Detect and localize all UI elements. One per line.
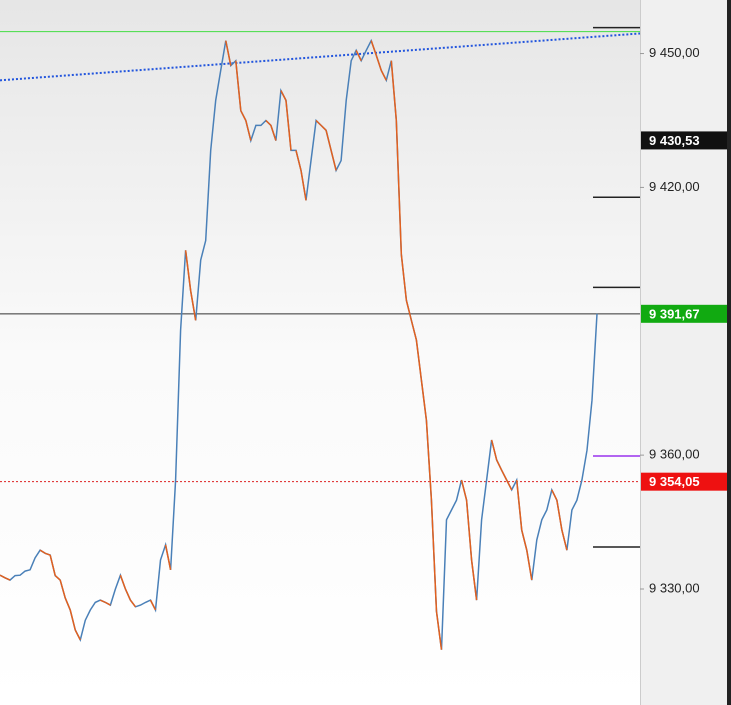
y-tick-label: 9 420,00 (649, 179, 700, 194)
scrollbar[interactable] (727, 0, 731, 705)
down-segment (104, 601, 111, 606)
down-segment (184, 250, 192, 291)
down-segment (395, 120, 403, 255)
down-segment (526, 550, 533, 581)
down-segment (390, 60, 398, 121)
down-segment (460, 479, 468, 501)
down-segment (410, 320, 418, 341)
down-segment (315, 119, 322, 126)
price-tag (641, 131, 727, 150)
down-segment (405, 300, 413, 321)
price-tag (641, 472, 727, 491)
down-segment (189, 290, 197, 321)
down-segment (430, 500, 438, 612)
down-segment (74, 629, 81, 641)
down-segment (225, 40, 232, 66)
down-segment (325, 130, 332, 151)
down-segment (415, 339, 423, 381)
down-segment (245, 120, 252, 141)
down-segment (320, 124, 327, 131)
down-segment (100, 599, 106, 604)
down-segment (69, 609, 76, 631)
price-tag-label: 9 391,67 (649, 306, 700, 321)
down-segment (495, 459, 503, 471)
down-segment (54, 575, 61, 581)
down-segment (265, 119, 272, 126)
down-segment (129, 599, 137, 608)
down-segment (425, 420, 433, 501)
down-segment (119, 574, 127, 590)
y-tick-label: 9 330,00 (649, 580, 700, 595)
down-segment (149, 599, 157, 611)
down-segment (470, 559, 478, 601)
down-segment (501, 469, 508, 481)
plot-background (0, 0, 640, 705)
down-segment (4, 577, 11, 581)
down-segment (370, 40, 377, 56)
down-segment (49, 554, 56, 576)
down-segment (164, 544, 172, 570)
down-segment (0, 574, 6, 579)
down-segment (240, 110, 247, 121)
down-segment (506, 479, 513, 491)
down-segment (39, 549, 46, 554)
down-segment (556, 500, 563, 531)
down-segment (561, 529, 568, 551)
down-segment (355, 50, 362, 62)
down-segment (375, 55, 382, 71)
down-segment (380, 70, 387, 81)
down-segment (330, 150, 337, 171)
y-tick-label: 9 360,00 (649, 447, 700, 462)
down-segment (59, 579, 66, 599)
down-segment (521, 529, 528, 551)
down-segment (280, 90, 287, 101)
price-tag-label: 9 430,53 (649, 133, 700, 148)
down-segment (400, 254, 408, 301)
down-segment (295, 150, 302, 171)
down-segment (551, 489, 558, 501)
down-segment (515, 480, 523, 531)
down-segment (490, 439, 498, 461)
y-tick-label: 9 450,00 (649, 45, 700, 60)
down-segment (44, 552, 51, 556)
down-segment (300, 170, 307, 201)
trendline (0, 32, 641, 82)
down-segment (270, 125, 277, 141)
down-segment (124, 588, 132, 601)
price-tag (641, 304, 727, 323)
down-segment (465, 500, 473, 561)
down-segment (285, 100, 292, 151)
down-segment (435, 611, 443, 650)
axis-panel (640, 0, 727, 705)
down-segment (64, 597, 71, 611)
down-segment (420, 380, 428, 421)
down-segment (235, 60, 242, 111)
price-tag-label: 9 354,05 (649, 474, 700, 489)
